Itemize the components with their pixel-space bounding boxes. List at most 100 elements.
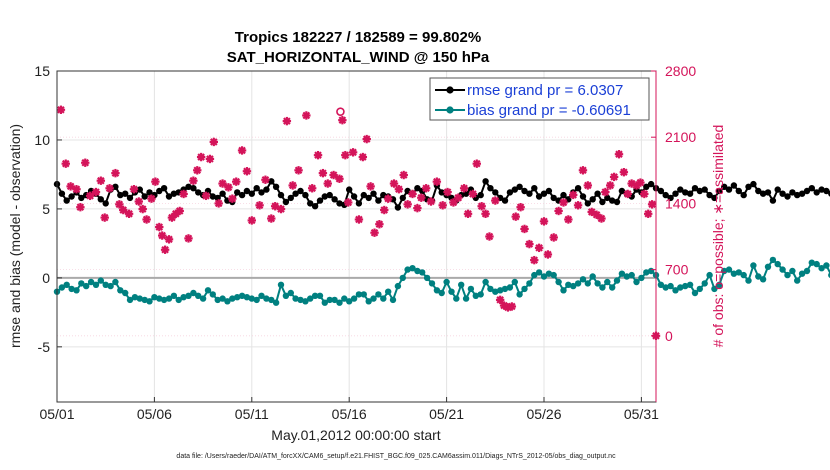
rmse-point: [740, 191, 747, 199]
bias-point: [594, 280, 601, 287]
rmse-point: [609, 197, 616, 204]
obs-assimilated-marker-stroke-d2: [422, 184, 430, 193]
rmse-point: [156, 187, 163, 195]
obs-assimilated-marker-stroke-d2: [206, 155, 214, 163]
obs-assimilated-marker: [56, 105, 66, 114]
rmse-point: [136, 186, 143, 193]
obs-assimilated-marker-stroke-d2: [142, 215, 151, 224]
bias-point: [574, 280, 582, 287]
rmse-point: [755, 187, 762, 195]
bias-point: [696, 285, 703, 293]
bias-point: [643, 269, 650, 276]
legend-box: [429, 77, 650, 121]
obs-assimilated-marker: [375, 220, 384, 229]
bias-point: [482, 278, 489, 286]
obs-possible-marker: [336, 107, 345, 116]
bias-point: [550, 271, 557, 279]
obs-assimilated-marker-stroke-d2: [606, 181, 615, 190]
obs-assimilated-marker: [370, 228, 379, 237]
rmse-point: [774, 186, 781, 193]
bias-point: [609, 284, 616, 291]
y-right-ticks: 0 700 1400 2100 2800: [651, 63, 696, 344]
rmse-point: [691, 185, 699, 192]
obs-assimilated-marker: [601, 187, 610, 197]
bias-point: [263, 295, 270, 302]
y-right-tick-label-4: 2800: [665, 63, 696, 79]
bias-point: [716, 281, 723, 288]
bias-point: [755, 273, 762, 280]
rmse-point: [604, 194, 611, 202]
obs-assimilated-marker-stroke-d2: [138, 205, 147, 213]
obs-assimilated-marker: [344, 198, 353, 207]
obs-assimilated-marker: [597, 214, 606, 223]
obs-assimilated-marker: [647, 200, 657, 209]
y-left-tick-label-1: 0: [42, 270, 50, 286]
obs-assimilated-marker: [399, 170, 408, 180]
rmse-point: [263, 186, 270, 193]
bias-point: [759, 276, 767, 283]
obs-assimilated-marker-stroke-d2: [197, 153, 205, 161]
obs-assimilated-marker: [507, 302, 517, 311]
obs-assimilated-marker-stroke-d2: [344, 198, 353, 207]
bias-point: [516, 291, 523, 298]
bias-point: [453, 295, 460, 302]
rmse-point: [78, 194, 85, 202]
bias-point: [579, 276, 587, 283]
rmse-point: [769, 197, 777, 204]
rmse-point: [336, 200, 343, 207]
bias-point: [667, 282, 674, 290]
obs-assimilated-marker: [525, 239, 534, 249]
bias-point: [394, 282, 402, 290]
bias-point: [701, 280, 708, 287]
obs-assimilated-marker-stroke-d2: [496, 296, 504, 304]
rmse-point: [750, 180, 757, 188]
bias-point: [165, 295, 173, 302]
bias-point: [779, 266, 786, 273]
bias-point: [136, 295, 143, 302]
bias-point: [433, 287, 441, 294]
bias-point: [472, 292, 479, 299]
rmse-point: [574, 185, 582, 192]
obs-assimilated-marker: [380, 205, 389, 215]
obs-assimilated-marker-stroke-d2: [601, 188, 610, 196]
rmse-point: [68, 193, 75, 200]
obs-assimilated-marker: [481, 209, 490, 219]
obs-assimilated-marker-stroke-d2: [57, 105, 65, 114]
rmse-point: [170, 190, 178, 197]
bias-point: [604, 278, 611, 286]
obs-assimilated-marker-stroke-d2: [228, 194, 237, 203]
rmse-point: [287, 194, 294, 202]
obs-assimilated-marker: [623, 189, 632, 199]
bias-point: [628, 271, 635, 279]
obs-assimilated-marker: [261, 175, 270, 184]
y-axis-label-right: # of obs: o=possible; ∗=assimilated: [710, 125, 726, 348]
rmse-point: [711, 194, 718, 202]
bias-point: [83, 282, 90, 290]
rmse-point: [579, 193, 587, 200]
rmse-point: [706, 191, 713, 199]
bias-point: [686, 281, 694, 288]
obs-assimilated-marker-stroke-d2: [375, 220, 384, 229]
obs-assimilated-marker: [160, 245, 170, 254]
rmse-point: [394, 204, 402, 211]
bias-point: [672, 287, 679, 294]
rmse-point: [185, 183, 192, 190]
obs-assimilated-marker-stroke-d2: [481, 210, 490, 218]
y-left-tick-label-2: 5: [42, 201, 50, 217]
rmse-point: [238, 191, 246, 199]
obs-assimilated-marker-stroke-d2: [193, 166, 202, 175]
rmse-point: [735, 187, 742, 195]
rmse-point: [589, 196, 596, 203]
rmse-point: [677, 186, 684, 193]
chart-title-line2: SAT_HORIZONTAL_WIND @ 150 hPa: [227, 49, 490, 66]
rmse-point: [808, 185, 815, 192]
obs-assimilated-marker-stroke-d2: [72, 185, 81, 194]
obs-assimilated-marker: [267, 214, 276, 223]
rmse-point: [302, 191, 309, 199]
y-right-tick-label-3: 2100: [665, 129, 696, 145]
obs-assimilated-marker: [313, 150, 323, 160]
rmse-point: [511, 186, 518, 193]
rmse-point: [326, 191, 333, 199]
rmse-point: [643, 183, 650, 190]
bias-point: [282, 292, 290, 299]
